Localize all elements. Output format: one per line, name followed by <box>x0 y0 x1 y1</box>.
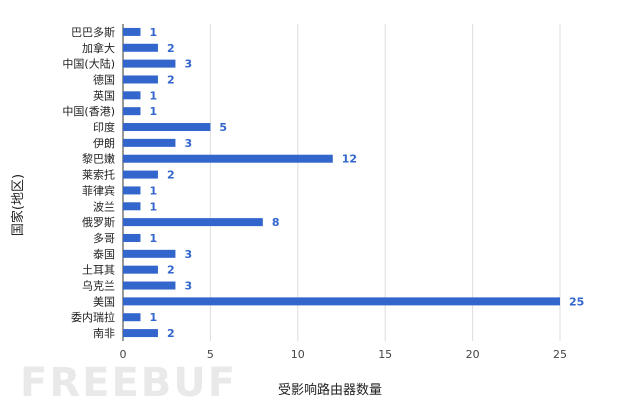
value-label: 1 <box>149 26 157 39</box>
value-label: 2 <box>167 42 175 55</box>
bar <box>123 329 158 338</box>
category-label: 加拿大 <box>82 41 115 55</box>
x-tick-label: 0 <box>120 348 127 361</box>
bar <box>123 138 176 147</box>
value-label: 25 <box>569 295 584 308</box>
x-tick-label: 10 <box>291 348 305 361</box>
category-label: 委内瑞拉 <box>71 310 115 324</box>
category-label: 美国 <box>93 295 115 308</box>
bar <box>123 107 141 116</box>
category-label: 土耳其 <box>82 264 115 277</box>
bar <box>123 123 211 132</box>
bar <box>123 202 141 211</box>
value-label: 1 <box>149 311 157 324</box>
bar <box>123 75 158 84</box>
value-label: 1 <box>149 89 157 102</box>
bar <box>123 265 158 274</box>
category-label: 印度 <box>93 120 115 134</box>
bar <box>123 91 141 100</box>
value-label: 8 <box>272 216 280 229</box>
gridlines <box>122 24 561 341</box>
watermark-text: FREEBUF <box>20 360 237 406</box>
value-label: 5 <box>219 121 227 134</box>
category-label: 泰国 <box>93 247 115 261</box>
category-label: 乌克兰 <box>82 279 115 293</box>
bar <box>123 59 176 68</box>
category-label: 黎巴嫩 <box>82 152 115 166</box>
value-label: 1 <box>149 184 157 197</box>
value-label: 1 <box>149 105 157 118</box>
y-axis-title: 国家(地区) <box>10 174 26 236</box>
value-label: 1 <box>149 232 157 245</box>
bar <box>123 313 141 322</box>
bar <box>123 297 560 306</box>
x-tick-label: 15 <box>378 348 392 361</box>
x-axis-title: 受影响路由器数量 <box>278 382 382 398</box>
category-label: 英国 <box>93 88 115 102</box>
bar <box>123 186 141 195</box>
category-label: 菲律宾 <box>82 183 115 197</box>
category-label: 波兰 <box>93 200 115 213</box>
category-label: 中国(大陆) <box>62 57 115 71</box>
value-label: 1 <box>149 200 157 213</box>
category-label: 德国 <box>93 72 115 86</box>
category-label: 莱索托 <box>82 168 115 182</box>
bars <box>123 27 560 338</box>
bar <box>123 170 158 179</box>
x-tick-labels: 0 5 10 15 20 25 <box>120 348 568 361</box>
value-label: 2 <box>167 169 175 182</box>
category-label: 巴巴多斯 <box>71 25 115 39</box>
bar <box>123 43 158 52</box>
x-tick-label: 5 <box>207 348 214 361</box>
category-label: 中国(香港) <box>62 105 115 118</box>
value-label: 3 <box>184 137 192 150</box>
category-label: 南非 <box>93 327 115 340</box>
value-label: 3 <box>184 248 192 261</box>
value-label: 12 <box>342 153 357 166</box>
bar <box>123 218 263 227</box>
x-tick-label: 25 <box>553 348 567 361</box>
value-label: 2 <box>167 327 175 340</box>
bar <box>123 233 141 242</box>
value-label: 2 <box>167 264 175 277</box>
value-label: 3 <box>184 280 192 293</box>
bar <box>123 27 141 36</box>
category-label: 多哥 <box>93 231 115 245</box>
x-tick-label: 20 <box>466 348 480 361</box>
category-label: 伊朗 <box>93 137 115 150</box>
value-label: 2 <box>167 73 175 86</box>
bar <box>123 154 333 163</box>
category-label: 俄罗斯 <box>82 216 115 229</box>
value-label: 3 <box>184 58 192 71</box>
bar <box>123 249 176 258</box>
bar <box>123 281 176 290</box>
